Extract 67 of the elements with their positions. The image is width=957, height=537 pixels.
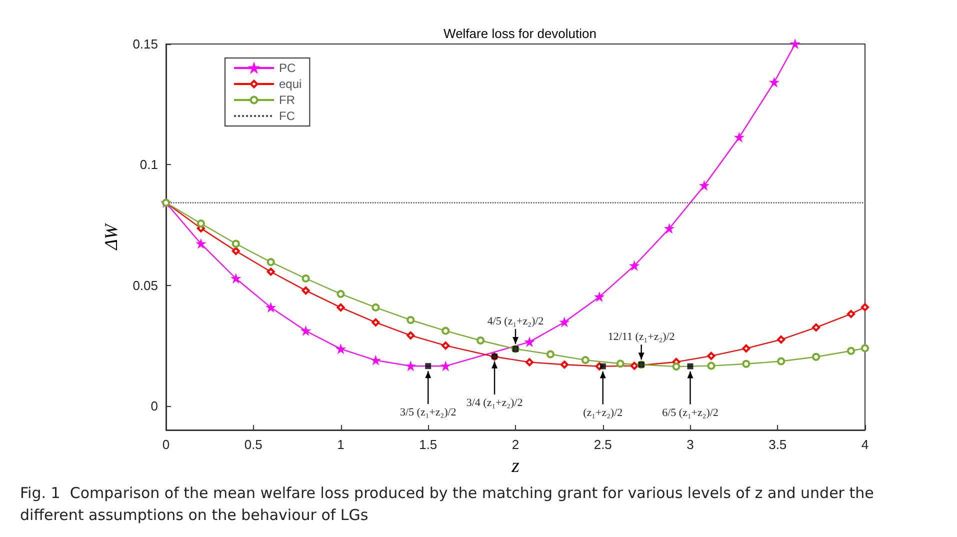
legend-label: PC <box>279 61 296 75</box>
point <box>777 357 786 366</box>
point <box>616 360 624 368</box>
x-tick-label: 3.5 <box>768 437 787 452</box>
y-tick-label: 0.1 <box>140 157 158 172</box>
point <box>476 336 485 344</box>
point <box>777 336 786 344</box>
point <box>560 360 568 369</box>
point <box>707 352 716 360</box>
x-tick-label: 1.5 <box>419 437 438 452</box>
point <box>266 258 275 266</box>
legend-label: FC <box>279 109 296 123</box>
point <box>742 360 750 368</box>
y-tick-label: 0.15 <box>132 36 158 52</box>
point <box>302 274 310 282</box>
annotation: 3/4 (z₁+z₂)/2 <box>466 396 523 409</box>
point <box>581 356 590 364</box>
point <box>302 286 310 295</box>
chart-title: Welfare loss for devolution <box>444 26 596 41</box>
point <box>525 358 534 366</box>
point <box>812 352 820 361</box>
annotation: 3/5 (z₁+z₂)/2 <box>400 406 456 419</box>
legend-label: equi <box>279 77 302 91</box>
y-axis-title: ΔW <box>101 222 121 251</box>
point <box>406 331 415 340</box>
x-tick-label: 2 <box>512 437 520 452</box>
x-tick-label: 1 <box>337 437 344 452</box>
point <box>232 246 240 255</box>
point <box>861 303 869 312</box>
point <box>546 350 554 358</box>
point <box>707 362 716 370</box>
annotation: (z₁+z₂)/2 <box>583 406 623 419</box>
legend-label: FR <box>279 93 296 107</box>
x-tick-label: 2.5 <box>594 437 612 452</box>
point <box>665 224 674 233</box>
point <box>302 326 310 335</box>
annotation: 4/5 (z₁+z₂)/2 <box>487 315 544 328</box>
y-tick-label: 0 <box>150 398 158 414</box>
point <box>442 342 450 350</box>
point <box>232 240 240 248</box>
x-tick-label: 0.5 <box>244 437 262 452</box>
point <box>372 303 380 312</box>
annotation: 12/11 (z₁+z₂)/2 <box>608 331 675 344</box>
point <box>742 344 750 352</box>
point <box>847 346 856 355</box>
annotation: 6/5 (z₁+z₂)/2 <box>662 406 718 419</box>
point <box>442 326 450 335</box>
point <box>336 344 345 354</box>
point <box>861 344 869 352</box>
x-tick-label: 0 <box>162 437 170 452</box>
y-tick-label: 0.05 <box>132 278 158 293</box>
point <box>196 219 205 228</box>
x-axis-title: z <box>510 455 520 477</box>
point <box>372 318 380 326</box>
x-tick-label: 4 <box>861 437 869 452</box>
point <box>525 338 534 346</box>
point <box>266 268 275 276</box>
point <box>847 310 856 318</box>
x-tick-label: 3 <box>686 437 694 452</box>
point <box>630 362 638 370</box>
point <box>336 290 345 298</box>
caption: Fig. 1 Comparison of the mean welfare loss produced by the matching grant for various levels of z and under the different assumptions on the behaviour of LGs <box>20 484 879 524</box>
point <box>406 362 415 370</box>
point <box>336 303 345 312</box>
point <box>812 323 820 332</box>
point <box>672 362 680 371</box>
point <box>406 316 415 324</box>
